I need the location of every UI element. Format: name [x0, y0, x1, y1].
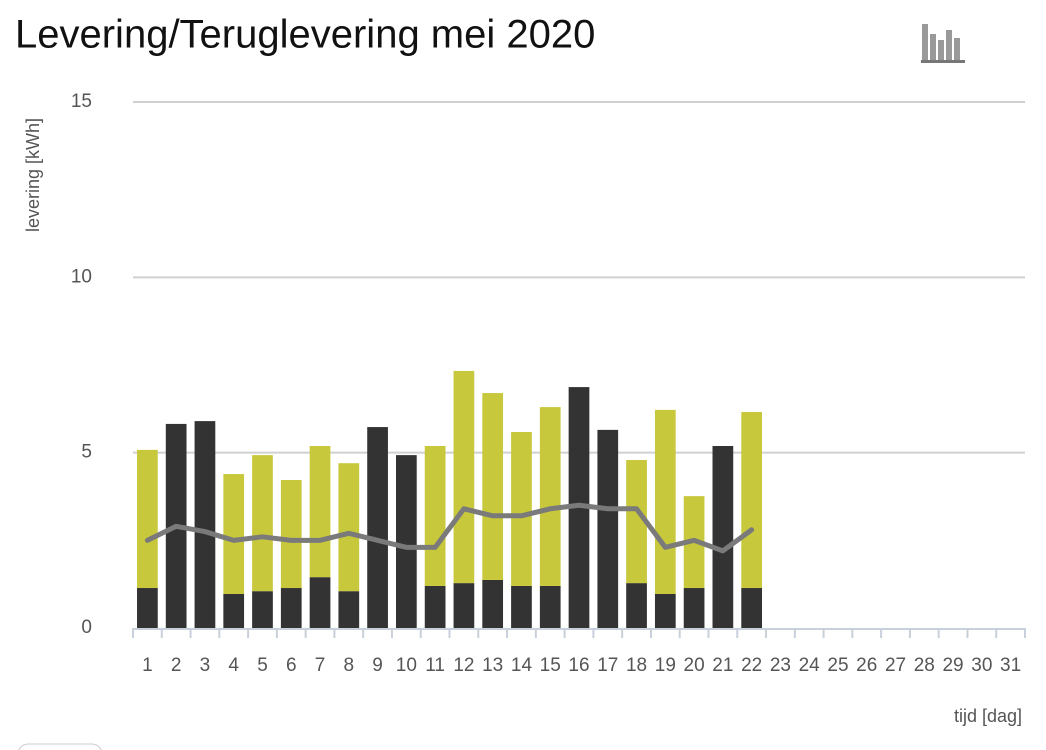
bar	[683, 588, 705, 628]
bar	[424, 446, 446, 586]
bar	[309, 446, 331, 578]
x-tick-label: 1	[142, 655, 153, 676]
bar	[194, 421, 216, 628]
bar	[252, 455, 273, 592]
bar	[309, 577, 331, 628]
x-tick-label: 4	[228, 655, 239, 676]
bar	[453, 370, 475, 584]
bar	[482, 579, 504, 628]
x-tick-label: 28	[914, 655, 935, 676]
x-tick-label: 2	[171, 655, 182, 676]
x-tick-label: 20	[684, 655, 705, 676]
x-tick-label: 29	[942, 655, 963, 676]
x-tick-label: 21	[712, 655, 733, 676]
bar	[453, 583, 475, 628]
bar	[511, 431, 532, 586]
x-tick-label: 6	[286, 655, 297, 676]
bar	[626, 583, 647, 628]
y-tick-label: 0	[81, 617, 92, 638]
bar	[712, 446, 734, 628]
bar	[482, 393, 504, 580]
x-tick-label: 24	[799, 655, 821, 676]
bar	[223, 474, 245, 594]
bar	[338, 591, 360, 628]
bar	[654, 409, 676, 594]
x-tick-label: 8	[344, 655, 355, 676]
x-tick-label: 25	[827, 655, 848, 676]
y-axis-label: levering [kWh]	[23, 118, 43, 232]
y-tick-label: 15	[71, 91, 92, 112]
bar	[280, 588, 302, 628]
bar	[597, 429, 619, 628]
bar	[539, 585, 561, 628]
bar	[741, 588, 763, 628]
x-tick-label: 11	[425, 655, 445, 676]
bar	[741, 411, 763, 589]
bar	[654, 593, 676, 628]
x-tick-label: 15	[540, 655, 561, 676]
x-tick-label: 23	[770, 655, 791, 676]
x-tick-label: 30	[971, 655, 992, 676]
x-tick-label: 22	[741, 655, 762, 676]
x-tick-label: 5	[257, 655, 268, 676]
bar	[539, 407, 561, 586]
x-tick-label: 27	[885, 655, 906, 676]
x-tick-label: 18	[626, 655, 647, 676]
bar	[280, 480, 302, 589]
x-tick-label: 19	[655, 655, 676, 676]
line	[144, 502, 755, 554]
x-tick-label: 26	[856, 655, 877, 676]
x-axis-label: tijd [dag]	[954, 706, 1022, 726]
x-tick-label: 9	[372, 655, 383, 676]
x-tick-label: 14	[511, 655, 533, 676]
bar	[338, 463, 360, 592]
x-tick-label: 16	[568, 655, 589, 676]
x-tick-label: 3	[200, 655, 211, 676]
bar	[137, 449, 158, 589]
x-tick-label: 17	[597, 655, 618, 676]
bar	[223, 593, 245, 628]
bar	[395, 455, 417, 628]
x-tick-label: 10	[396, 655, 417, 676]
y-tick-label: 5	[81, 442, 92, 463]
bar	[252, 591, 273, 628]
chart-title: Levering/Teruglevering mei 2020	[15, 13, 595, 57]
button[interactable]	[18, 743, 102, 750]
chart-type-icon[interactable]	[921, 24, 965, 63]
bar	[626, 460, 647, 584]
bar	[137, 588, 158, 628]
x-tick-label: 7	[315, 655, 326, 676]
y-tick-label: 10	[71, 266, 92, 287]
x-tick-label: 31	[1000, 655, 1021, 676]
bar	[511, 585, 532, 628]
x-tick-label: 12	[453, 655, 474, 676]
x-tick-label: 13	[482, 655, 503, 676]
bar	[424, 585, 446, 628]
bar	[367, 427, 388, 628]
